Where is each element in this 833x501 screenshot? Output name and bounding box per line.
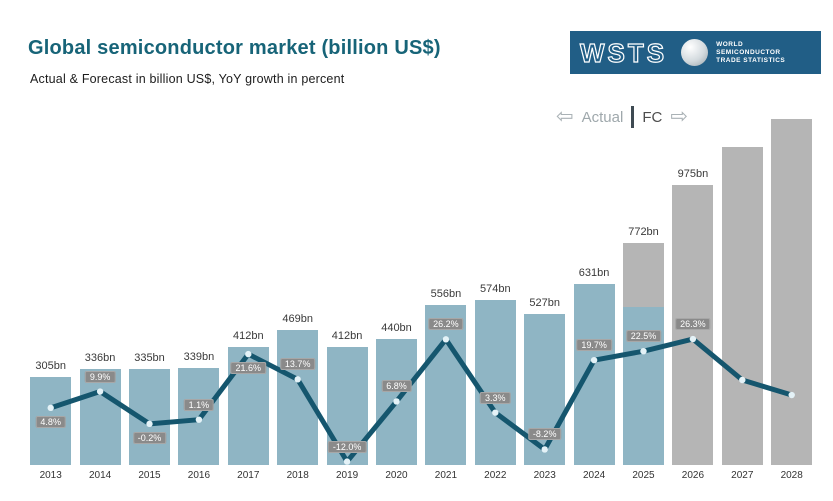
x-axis-label-2014: 2014 — [88, 470, 112, 481]
bar-value-label-2013: 305bn — [35, 360, 66, 373]
bar-2016 — [178, 367, 220, 465]
x-axis-label-2019: 2019 — [335, 470, 359, 481]
x-axis-label-2020: 2020 — [385, 470, 408, 481]
bar-value-label-2017: 412bn — [233, 329, 264, 342]
x-axis-label-2026: 2026 — [681, 470, 705, 481]
growth-badge-2013: 4.8% — [35, 415, 66, 428]
x-axis-label-2027: 2027 — [731, 470, 754, 481]
growth-badge-2021: 26.2% — [428, 318, 464, 331]
wsts-logo-wordmark: WSTS — [579, 37, 668, 68]
bar-2024 — [573, 283, 615, 465]
bar-2014 — [79, 368, 121, 465]
legend-divider — [631, 106, 635, 128]
arrow-right-icon: ⇨ — [670, 105, 688, 128]
bar-value-label-2024: 631bn — [578, 266, 610, 279]
bar-2027 — [721, 147, 763, 465]
legend-fc-label: FC — [642, 108, 663, 126]
bar-value-label-2021: 556bn — [430, 288, 462, 301]
growth-badge-2016: 1.1% — [183, 398, 215, 411]
logo-caption-line: TRADE STATISTICS — [716, 56, 786, 64]
bar-2020 — [376, 338, 417, 465]
x-axis-label-2018: 2018 — [286, 470, 309, 481]
bar-value-label-2019: 412bn — [331, 329, 363, 342]
growth-badge-2017: 21.6% — [230, 362, 267, 375]
wsts-logo-caption: WORLD SEMICONDUCTOR TRADE STATISTICS — [716, 41, 785, 65]
growth-badge-2014: 9.9% — [84, 370, 116, 383]
bar-2023 — [524, 313, 566, 465]
x-axis-label-2017: 2017 — [237, 470, 260, 481]
growth-badge-2023: -8.2% — [527, 428, 562, 441]
growth-badge-2025: 22.5% — [625, 330, 662, 343]
bar-2015 — [129, 368, 170, 465]
x-axis-label-2024: 2024 — [582, 470, 606, 481]
x-axis-label-2028: 2028 — [780, 470, 803, 481]
growth-badge-2024: 19.7% — [576, 339, 612, 352]
growth-badge-2020: 6.8% — [381, 380, 412, 393]
x-axis-label-2016: 2016 — [187, 470, 211, 481]
logo-caption-line: WORLD — [716, 40, 744, 48]
x-axis-label-2013: 2013 — [39, 470, 62, 481]
wsts-logo: WSTS WORLD SEMICONDUCTOR TRADE STATISTIC… — [570, 31, 821, 74]
page-subtitle: Actual & Forecast in billion US$, YoY gr… — [30, 72, 345, 86]
bar-value-label-2018: 469bn — [282, 313, 313, 326]
bar-value-label-2026: 975bn — [677, 167, 709, 180]
x-axis-label-2015: 2015 — [138, 470, 161, 481]
bar-value-label-2014: 336bn — [84, 351, 116, 364]
bar-2022 — [474, 300, 516, 465]
bar-2018 — [277, 330, 319, 465]
growth-badge-2022: 3.3% — [480, 391, 511, 404]
bar-2028 — [771, 118, 813, 465]
growth-badge-2026: 26.3% — [675, 318, 711, 331]
actual-fc-legend: ⇦ Actual FC ⇨ — [556, 105, 688, 129]
x-axis-label-2022: 2022 — [484, 470, 507, 481]
x-axis-label-2023: 2023 — [533, 470, 556, 481]
legend-actual-label: Actual — [581, 108, 624, 126]
logo-caption-line: SEMICONDUCTOR — [716, 48, 781, 56]
page-title: Global semiconductor market (billion US$… — [28, 37, 441, 59]
arrow-left-icon: ⇦ — [556, 105, 574, 128]
growth-badge-2019: -12.0% — [327, 440, 367, 453]
growth-badge-2015: -0.2% — [132, 431, 167, 444]
x-axis-label-2021: 2021 — [434, 470, 458, 481]
bar-value-label-2025: 772bn — [628, 226, 659, 239]
globe-icon — [681, 39, 709, 66]
bar-value-label-2022: 574bn — [480, 283, 511, 296]
growth-badge-2018: 13.7% — [279, 358, 316, 371]
bar-value-label-2015: 335bn — [134, 351, 165, 364]
x-axis-label-2025: 2025 — [632, 470, 655, 481]
bar-value-label-2023: 527bn — [529, 296, 560, 309]
bar-value-label-2016: 339bn — [183, 350, 215, 363]
bar-value-label-2020: 440bn — [381, 321, 412, 334]
